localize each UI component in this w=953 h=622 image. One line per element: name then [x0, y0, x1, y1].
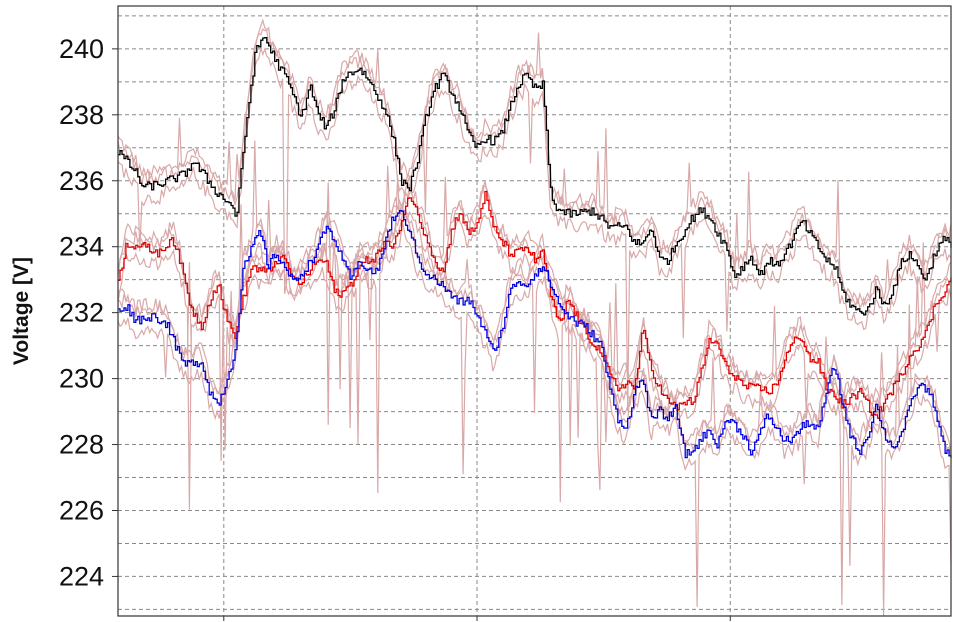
series-line-1: [118, 36, 952, 316]
y-tick-label: 224: [59, 561, 104, 591]
y-tick-label: 240: [59, 34, 104, 64]
y-tick-label: 232: [59, 298, 104, 328]
y-tick-label: 234: [59, 232, 104, 262]
envelope-trace: [117, 217, 952, 616]
series-line-2: [118, 190, 952, 419]
y-tick-label: 230: [59, 364, 104, 394]
y-axis-title: Voltage [V]: [10, 257, 33, 365]
y-tick-label: 226: [59, 495, 104, 525]
y-axis-ticks: 224 226 228 230 232 234 236 238 240: [59, 34, 731, 621]
y-tick-label: 228: [59, 430, 104, 460]
envelope-trace: [117, 47, 952, 412]
series-lines: [118, 36, 952, 459]
y-tick-label: 238: [59, 100, 104, 130]
plot-frame: [117, 5, 952, 617]
series-line-3: [118, 210, 952, 459]
y-tick-label: 236: [59, 166, 104, 196]
